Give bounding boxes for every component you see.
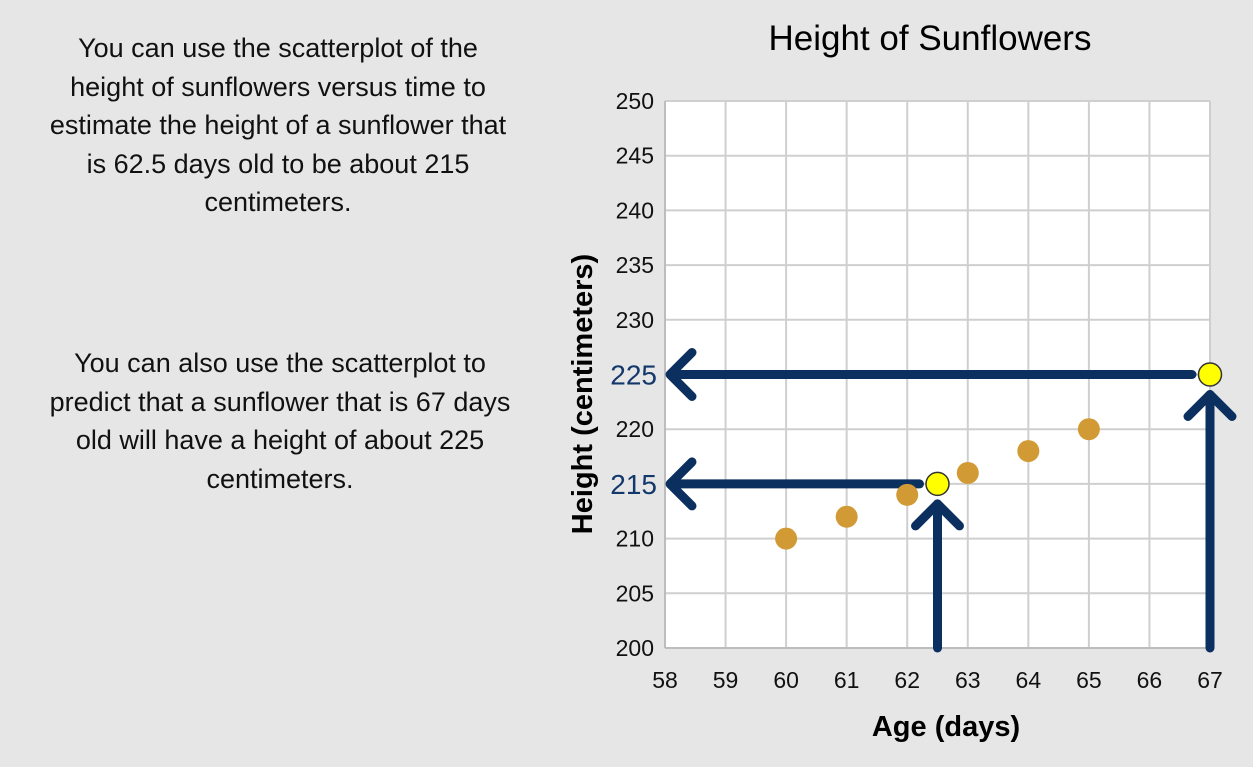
y-tick-label: 205 [616, 580, 654, 606]
y-tick-label: 230 [616, 307, 654, 333]
vertical-arrow-head [911, 499, 964, 531]
x-tick-label: 58 [652, 667, 678, 693]
y-axis-ticks: 200 205 210 215 220 225 230 235 240 245 250 [610, 88, 657, 661]
highlighted-point [925, 471, 950, 497]
data-point [1077, 418, 1100, 441]
y-axis-label: Height (centimeters) [567, 254, 599, 534]
data-point [956, 461, 979, 484]
data-point [896, 483, 919, 506]
x-tick-label: 64 [1016, 667, 1042, 693]
x-tick-label: 61 [834, 667, 860, 693]
x-tick-label: 62 [894, 667, 920, 693]
data-point [1017, 440, 1040, 463]
predict-paragraph: You can also use the scatterplot to pred… [49, 348, 511, 494]
horizontal-arrow-head [665, 348, 697, 401]
x-tick-label: 66 [1137, 667, 1163, 693]
highlighted-point [1197, 362, 1223, 387]
horizontal-arrow-head [665, 457, 697, 511]
y-tick-label: 210 [616, 526, 654, 552]
x-axis-label: Age (days) [872, 711, 1020, 743]
y-tick-label: 245 [616, 143, 654, 169]
y-tick-label: 250 [616, 88, 654, 114]
guide-arrows [665, 348, 1237, 653]
y-tick-label-highlighted: 215 [610, 469, 657, 500]
x-axis-ticks: 58 59 60 61 62 63 64 65 66 67 [652, 667, 1223, 693]
data-points [775, 362, 1223, 550]
chart-title: Height of Sunflowers [769, 19, 1092, 58]
x-tick-label: 65 [1076, 667, 1102, 693]
x-tick-label: 59 [713, 667, 739, 693]
data-point [835, 505, 858, 528]
y-tick-label: 240 [616, 197, 654, 223]
x-tick-label: 60 [773, 667, 799, 693]
data-point [775, 527, 798, 550]
y-tick-label: 235 [616, 252, 654, 278]
x-tick-label: 63 [955, 667, 981, 693]
vertical-arrow-head [1183, 390, 1237, 421]
x-tick-label: 67 [1197, 667, 1223, 693]
y-tick-label: 200 [616, 635, 654, 661]
y-tick-label-highlighted: 225 [610, 360, 657, 391]
y-tick-label: 220 [616, 416, 654, 442]
estimate-paragraph: You can use the scatterplot of the heigh… [49, 33, 507, 217]
